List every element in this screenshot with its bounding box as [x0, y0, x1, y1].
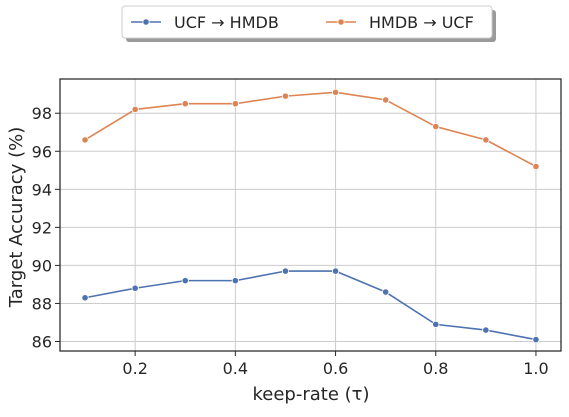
x-tick-label: 1.0	[523, 359, 548, 378]
y-axis-title: Target Accuracy (%)	[6, 127, 27, 308]
data-point	[181, 100, 189, 108]
data-point	[382, 288, 390, 296]
data-point	[281, 92, 290, 100]
data-point	[532, 335, 540, 344]
legend-marker	[337, 18, 345, 26]
data-point	[281, 267, 290, 275]
data-point	[231, 100, 239, 108]
data-point	[382, 96, 390, 104]
legend-entry-2: HMDB → UCF	[326, 13, 474, 32]
series-layer	[81, 88, 540, 344]
series-2	[81, 88, 540, 171]
legend-label: HMDB → UCF	[369, 13, 474, 32]
data-point	[432, 320, 440, 328]
series-line	[84, 270, 537, 341]
legend-entry-1: UCF → HMDB	[131, 13, 279, 32]
data-point	[231, 277, 239, 285]
plot-frame	[59, 78, 562, 352]
data-point	[482, 326, 490, 334]
x-tick-label: 0.4	[223, 359, 248, 378]
data-point	[432, 122, 440, 131]
series-1	[81, 267, 540, 344]
y-tick-label: 98	[32, 104, 52, 123]
data-point	[532, 162, 540, 171]
data-point	[81, 136, 89, 144]
x-axis-title: keep-rate (τ)	[252, 384, 369, 405]
data-point	[331, 267, 340, 275]
data-point	[181, 277, 189, 285]
data-point	[131, 284, 139, 292]
data-point	[131, 105, 139, 114]
x-tick-label: 0.6	[323, 359, 348, 378]
y-tick-label: 86	[32, 332, 52, 351]
data-point	[331, 88, 340, 96]
y-tick-label: 90	[32, 256, 52, 275]
legend-marker	[142, 18, 150, 26]
x-tick-label: 0.8	[423, 359, 448, 378]
y-tick-label: 96	[32, 142, 52, 161]
data-point	[482, 136, 490, 144]
y-tick-label: 88	[32, 294, 52, 313]
legend-box	[121, 5, 493, 39]
x-tick-label: 0.2	[122, 359, 147, 378]
y-tick-label: 92	[32, 218, 52, 237]
tick-labels: 0.2 0.4 0.6 0.8 1.0 86 88 90 92 94 96 98	[32, 104, 549, 378]
data-point	[81, 294, 89, 302]
legend-label: UCF → HMDB	[174, 13, 279, 32]
grid	[60, 79, 561, 351]
series-line	[84, 91, 537, 168]
legend: UCF → HMDB HMDB → UCF	[121, 5, 496, 42]
y-tick-label: 94	[32, 180, 52, 199]
